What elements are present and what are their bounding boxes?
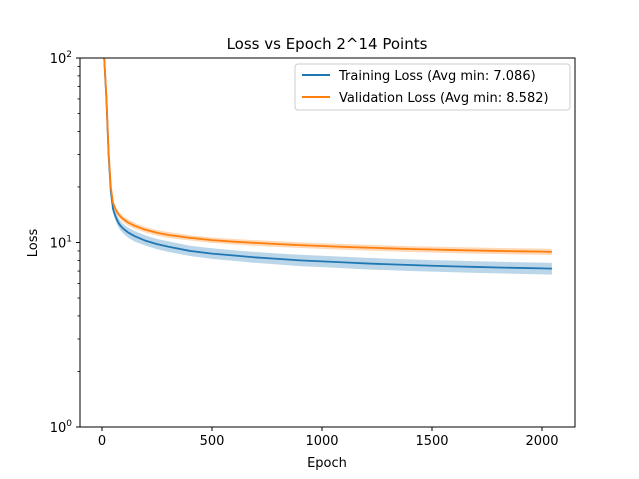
line-validation [103, 58, 552, 253]
x-tick-label: 1000 [305, 434, 338, 449]
y-tick-label: 101 [50, 235, 72, 252]
y-axis-label: Loss [26, 229, 41, 258]
y-tick-label: 102 [50, 50, 72, 67]
x-tick-label: 2000 [525, 434, 558, 449]
x-tick-label: 500 [200, 434, 225, 449]
chart-title: Loss vs Epoch 2^14 Points [227, 35, 428, 53]
plot-area: 0 500 1000 1500 2000 100 101 102 [50, 50, 576, 449]
line-training [103, 58, 552, 270]
x-tick-label: 1500 [415, 434, 448, 449]
series-group [103, 58, 552, 275]
x-axis-label: Epoch [307, 456, 347, 471]
y-tick-label: 100 [50, 419, 73, 436]
x-tick-label: 0 [98, 434, 106, 449]
legend-label-validation: Validation Loss (Avg min: 8.582) [339, 91, 549, 106]
legend-label-training: Training Loss (Avg min: 7.086) [338, 69, 536, 84]
legend-box [294, 63, 571, 111]
legend: Training Loss (Avg min: 7.086) Validatio… [294, 63, 571, 111]
